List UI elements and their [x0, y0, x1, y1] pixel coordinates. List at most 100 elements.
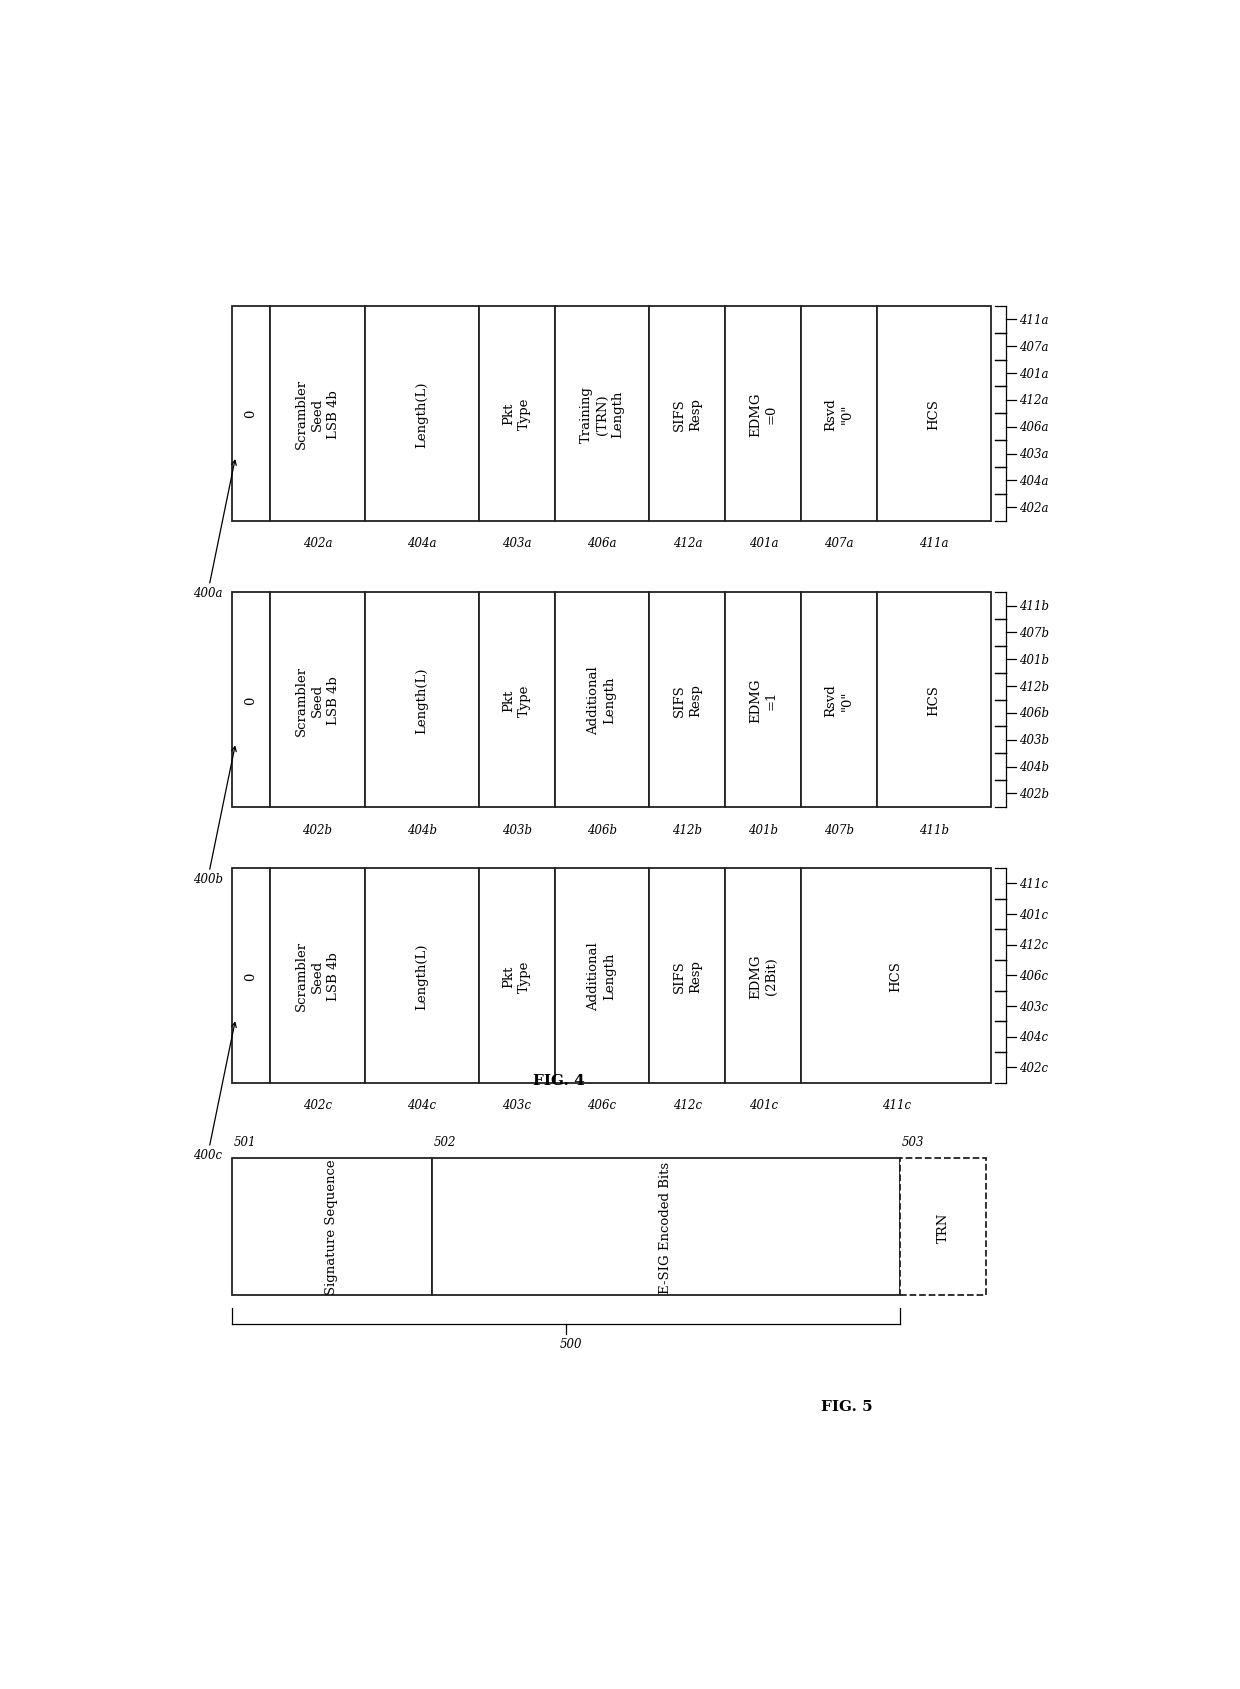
Text: 404a: 404a — [1019, 475, 1049, 488]
Text: 500: 500 — [559, 1336, 582, 1350]
Text: 403b: 403b — [501, 823, 532, 836]
Text: 401c: 401c — [749, 1100, 777, 1111]
Text: 404b: 404b — [1019, 760, 1049, 774]
Bar — [479, 868, 554, 1083]
Bar — [270, 307, 365, 522]
Text: 406c: 406c — [588, 1100, 616, 1111]
Text: 403b: 403b — [1019, 735, 1049, 747]
Bar — [479, 593, 554, 807]
Text: 404b: 404b — [407, 823, 436, 836]
Text: 411a: 411a — [1019, 314, 1049, 326]
Text: HCS: HCS — [928, 684, 941, 716]
Text: E-SIG Encoded Bits: E-SIG Encoded Bits — [660, 1160, 672, 1292]
Text: 404c: 404c — [407, 1100, 436, 1111]
Text: Pkt
Type: Pkt Type — [502, 399, 531, 431]
Text: 0: 0 — [244, 971, 258, 980]
Bar — [270, 593, 365, 807]
Text: 406a: 406a — [1019, 421, 1049, 434]
Text: 407b: 407b — [825, 823, 854, 836]
Bar — [725, 868, 801, 1083]
Text: 412c: 412c — [673, 1100, 702, 1111]
Text: EDMG
(2Bit): EDMG (2Bit) — [749, 954, 777, 998]
Bar — [650, 868, 725, 1083]
Bar — [270, 868, 365, 1083]
Text: EDMG
=0: EDMG =0 — [749, 392, 777, 436]
Text: 401b: 401b — [1019, 654, 1049, 667]
Text: 411b: 411b — [919, 823, 949, 836]
Text: 412c: 412c — [1019, 939, 1048, 951]
Text: Scrambler
Seed
LSB 4b: Scrambler Seed LSB 4b — [295, 665, 340, 735]
Text: Additional
Length: Additional Length — [588, 941, 616, 1010]
Text: Length(L): Length(L) — [415, 942, 428, 1008]
Bar — [365, 307, 479, 522]
Text: 406c: 406c — [1019, 969, 1048, 983]
Text: 406b: 406b — [587, 823, 618, 836]
Text: Length(L): Length(L) — [415, 380, 428, 448]
Bar — [232, 1159, 432, 1295]
Bar — [554, 593, 650, 807]
Bar — [479, 307, 554, 522]
Text: 407b: 407b — [1019, 627, 1049, 640]
Text: Length(L): Length(L) — [415, 667, 428, 733]
Text: Training
(TRN)
Length: Training (TRN) Length — [579, 385, 625, 443]
Bar — [801, 868, 991, 1083]
Bar — [650, 307, 725, 522]
Text: Scrambler
Seed
LSB 4b: Scrambler Seed LSB 4b — [295, 378, 340, 449]
Text: Scrambler
Seed
LSB 4b: Scrambler Seed LSB 4b — [295, 941, 340, 1012]
Bar — [877, 593, 991, 807]
Bar — [801, 307, 877, 522]
Text: 501: 501 — [234, 1135, 257, 1149]
Text: Additional
Length: Additional Length — [588, 665, 616, 735]
Text: 407a: 407a — [825, 537, 854, 551]
Text: 502: 502 — [434, 1135, 456, 1149]
Text: Rsvd
"0": Rsvd "0" — [825, 684, 853, 716]
Text: 412b: 412b — [672, 823, 702, 836]
Text: 0: 0 — [244, 696, 258, 704]
Bar — [365, 868, 479, 1083]
Text: 401a: 401a — [749, 537, 777, 551]
Text: Pkt
Type: Pkt Type — [502, 959, 531, 991]
Bar — [899, 1159, 986, 1295]
Bar — [725, 593, 801, 807]
Text: 412a: 412a — [1019, 394, 1049, 407]
Text: 0: 0 — [244, 410, 258, 419]
Bar — [801, 593, 877, 807]
Text: 402a: 402a — [303, 537, 332, 551]
Text: 411c: 411c — [1019, 877, 1048, 890]
Text: SIFS
Resp: SIFS Resp — [673, 684, 702, 716]
Text: 400b: 400b — [193, 747, 237, 885]
Bar — [554, 868, 650, 1083]
Text: FIG. 5: FIG. 5 — [821, 1398, 873, 1412]
Bar — [365, 593, 479, 807]
Bar — [877, 307, 991, 522]
Text: Pkt
Type: Pkt Type — [502, 684, 531, 716]
Text: HCS: HCS — [928, 399, 941, 429]
Text: HCS: HCS — [889, 961, 903, 991]
Bar — [725, 307, 801, 522]
Text: 402b: 402b — [303, 823, 332, 836]
Text: 411b: 411b — [1019, 600, 1049, 613]
Bar — [232, 593, 270, 807]
Text: 404a: 404a — [407, 537, 436, 551]
Text: 403a: 403a — [1019, 448, 1049, 461]
Text: 400a: 400a — [193, 461, 237, 600]
Bar — [232, 307, 270, 522]
Text: TRN: TRN — [936, 1211, 950, 1241]
Text: 401a: 401a — [1019, 367, 1049, 380]
Bar — [232, 868, 270, 1083]
Text: EDMG
=1: EDMG =1 — [749, 677, 777, 723]
Text: 401b: 401b — [748, 823, 779, 836]
Text: 402c: 402c — [303, 1100, 332, 1111]
Text: SIFS
Resp: SIFS Resp — [673, 959, 702, 991]
Text: 403c: 403c — [502, 1100, 531, 1111]
Text: 411a: 411a — [919, 537, 949, 551]
Text: Rsvd
"0": Rsvd "0" — [825, 397, 853, 431]
Text: 411c: 411c — [882, 1100, 910, 1111]
Text: 400c: 400c — [193, 1024, 237, 1160]
Text: 402a: 402a — [1019, 502, 1049, 515]
Text: 401c: 401c — [1019, 909, 1048, 921]
Text: 406a: 406a — [588, 537, 616, 551]
Bar — [650, 593, 725, 807]
Text: 402b: 402b — [1019, 787, 1049, 801]
Text: SIFS
Resp: SIFS Resp — [673, 397, 702, 431]
